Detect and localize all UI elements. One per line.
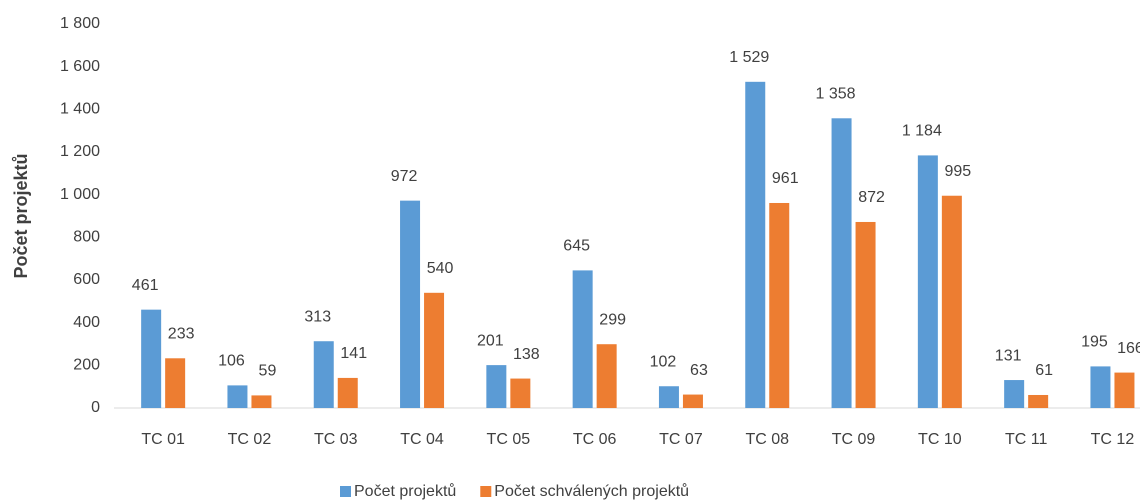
y-tick-label: 1 200 xyxy=(60,143,100,160)
y-tick-label: 1 800 xyxy=(60,15,100,32)
y-tick-label: 1 400 xyxy=(60,101,100,118)
x-tick-label: TC 07 xyxy=(659,431,703,448)
y-tick-label: 1 600 xyxy=(60,58,100,75)
data-label: 995 xyxy=(944,163,971,180)
bar xyxy=(313,341,334,408)
bar xyxy=(141,309,162,408)
data-label: 138 xyxy=(513,346,540,363)
data-label: 233 xyxy=(168,326,195,343)
bar xyxy=(572,270,593,408)
x-tick-label: TC 12 xyxy=(1091,431,1135,448)
data-label: 195 xyxy=(1081,334,1108,351)
bar xyxy=(769,202,790,408)
data-label: 102 xyxy=(650,353,677,370)
x-tick-label: TC 03 xyxy=(314,431,358,448)
y-tick-label: 200 xyxy=(73,357,100,374)
data-label: 961 xyxy=(772,170,799,187)
x-tick-label: TC 10 xyxy=(918,431,962,448)
x-tick-label: TC 01 xyxy=(141,431,185,448)
legend-swatch xyxy=(340,486,351,497)
bar xyxy=(745,81,766,409)
data-label: 131 xyxy=(995,347,1022,364)
bar xyxy=(596,344,617,408)
bar xyxy=(424,292,445,408)
data-label: 201 xyxy=(477,332,504,349)
bar xyxy=(1004,380,1025,408)
data-label: 461 xyxy=(132,277,159,294)
x-tick-label: TC 09 xyxy=(832,431,876,448)
y-tick-label: 1 000 xyxy=(60,186,100,203)
y-axis-label: Počet projektů xyxy=(11,153,31,278)
bar xyxy=(1090,366,1111,408)
bar xyxy=(251,395,272,408)
data-label: 61 xyxy=(1035,362,1053,379)
legend-label: Počet schválených projektů xyxy=(494,482,689,500)
x-tick-label: TC 05 xyxy=(487,431,531,448)
bar xyxy=(400,200,421,408)
y-tick-label: 600 xyxy=(73,271,100,288)
x-tick-label: TC 02 xyxy=(228,431,272,448)
data-label: 1 358 xyxy=(816,86,856,103)
data-label: 972 xyxy=(391,168,418,185)
x-tick-label: TC 04 xyxy=(400,431,444,448)
data-label: 540 xyxy=(427,260,454,277)
x-tick-label: TC 08 xyxy=(745,431,789,448)
bar xyxy=(658,386,679,408)
data-label: 166 xyxy=(1117,340,1140,357)
bar xyxy=(1028,394,1049,408)
data-label: 313 xyxy=(304,308,331,325)
legend-label: Počet projektů xyxy=(354,482,456,500)
data-label: 1 184 xyxy=(902,123,942,140)
bar xyxy=(831,118,852,408)
legend-swatch xyxy=(480,486,492,497)
data-label: 645 xyxy=(563,238,590,255)
bar xyxy=(855,221,876,408)
bar xyxy=(486,365,507,408)
y-tick-label: 0 xyxy=(91,399,100,416)
data-label: 872 xyxy=(858,189,885,206)
bar xyxy=(165,358,186,408)
bar xyxy=(337,377,358,408)
y-tick-label: 800 xyxy=(73,229,100,246)
x-tick-label: TC 06 xyxy=(573,431,617,448)
bar xyxy=(227,385,248,408)
data-label: 141 xyxy=(340,345,367,362)
y-tick-label: 400 xyxy=(73,314,100,331)
data-label: 1 529 xyxy=(729,49,769,66)
data-label: 59 xyxy=(259,363,277,380)
x-tick-label: TC 11 xyxy=(1005,431,1047,448)
bar xyxy=(682,394,703,408)
bar xyxy=(941,195,962,408)
data-label: 106 xyxy=(218,353,245,370)
data-label: 63 xyxy=(690,362,708,379)
bar xyxy=(510,378,531,408)
data-label: 299 xyxy=(599,311,626,328)
bar xyxy=(1114,372,1135,408)
bar xyxy=(917,155,938,408)
